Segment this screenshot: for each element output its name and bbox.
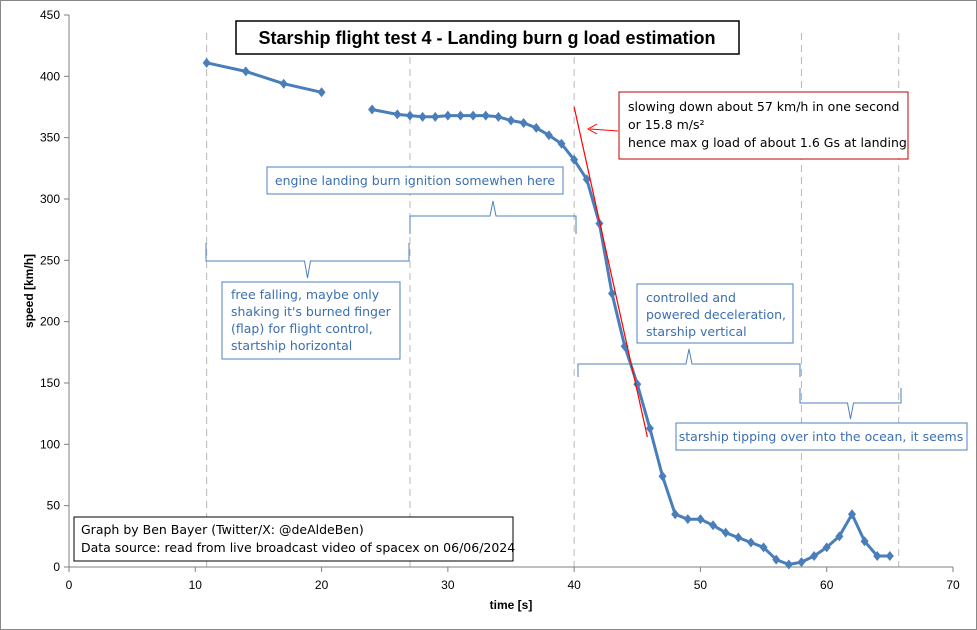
x-tick-label: 60 (820, 578, 834, 592)
data-point (241, 66, 250, 77)
x-tick-label: 50 (694, 578, 708, 592)
data-point (443, 110, 452, 121)
series-line (205, 61, 324, 94)
data-point (734, 532, 743, 543)
text-boxes: Starship flight test 4 - Landing burn g … (73, 20, 968, 562)
x-tick-label: 70 (946, 578, 960, 592)
free-fall-text: (flap) for flight control, (231, 321, 373, 336)
credits-text: Data source: read from live broadcast vi… (81, 540, 515, 555)
controlled-text: starship vertical (646, 324, 747, 339)
x-tick-label: 20 (315, 578, 329, 592)
data-point (683, 514, 692, 525)
data-point (557, 138, 566, 149)
series (202, 57, 894, 570)
estimate-line (573, 106, 648, 438)
data-point (721, 527, 730, 538)
data-point (746, 537, 755, 548)
data-point (873, 550, 882, 561)
controlled-text: powered deceleration, (646, 307, 786, 322)
data-point (481, 110, 490, 121)
y-tick-label: 250 (40, 253, 60, 267)
data-point (671, 509, 680, 520)
data-point (885, 550, 894, 561)
y-tick-label: 150 (40, 376, 60, 390)
data-point (709, 520, 718, 531)
credits-box (73, 516, 514, 562)
y-tick-label: 400 (40, 69, 60, 83)
data-point (405, 110, 414, 121)
data-point (507, 115, 515, 126)
callout-arrow-head (586, 123, 598, 135)
data-point (645, 423, 654, 434)
controlled-text: controlled and (646, 290, 736, 305)
data-point (393, 109, 402, 120)
data-point (860, 536, 869, 547)
x-axis-title: time [s] (490, 598, 533, 612)
data-point (494, 111, 503, 122)
brace-ignition (409, 200, 577, 234)
y-tick-label: 300 (40, 192, 60, 206)
data-point (570, 154, 579, 165)
y-tick-label: 50 (47, 499, 61, 513)
data-point (784, 559, 793, 570)
data-point (810, 550, 819, 561)
callout-box (618, 91, 909, 160)
data-point (519, 117, 528, 128)
data-point (544, 130, 553, 141)
y-axis-title: speed [km/h] (22, 254, 36, 328)
callout-arrow-line (589, 128, 619, 132)
axes: 0 50 100 150 200 250 300 350 400 450 0 10 20 30 40 50 60… (22, 8, 960, 612)
data-point (368, 104, 377, 115)
brace-free-fall (205, 243, 410, 279)
data-point (456, 110, 465, 121)
data-point (759, 542, 768, 553)
ignition-box (266, 166, 564, 195)
data-point (418, 111, 427, 122)
data-point (532, 122, 541, 133)
free-fall-text: shaking it's burned finger (231, 304, 392, 319)
free-fall-text: startship horizontal (231, 338, 352, 353)
data-point (431, 111, 440, 122)
brace-tipping (799, 388, 902, 420)
y-tick-label: 450 (40, 8, 60, 22)
y-tick-label: 200 (40, 315, 60, 329)
callout-text: hence max g load of about 1.6 Gs at land… (628, 135, 907, 150)
callout-text: slowing down about 57 km/h in one second (628, 99, 899, 114)
credits-text: Graph by Ben Bayer (Twitter/X: @deAldeBe… (81, 522, 364, 537)
data-point (772, 554, 781, 565)
data-point (822, 542, 831, 553)
chart-title: Starship flight test 4 - Landing burn g … (258, 28, 715, 48)
controlled-box (636, 283, 794, 344)
tipping-box (675, 422, 968, 451)
tipping-text: starship tipping over into the ocean, it… (679, 429, 964, 444)
data-point (469, 110, 478, 121)
y-tick-label: 0 (53, 560, 60, 574)
data-point (608, 288, 617, 299)
data-point (317, 87, 326, 98)
y-tick-label: 100 (40, 437, 60, 451)
x-tick-label: 40 (567, 578, 581, 592)
data-point (202, 57, 211, 68)
title-box (235, 20, 740, 55)
free-fall-text: free falling, maybe only (231, 287, 380, 302)
data-point (847, 509, 856, 520)
data-point (835, 531, 844, 542)
data-point (797, 557, 806, 568)
data-point (582, 174, 591, 185)
x-tick-label: 0 (66, 578, 73, 592)
ignition-text: engine landing burn ignition somewhen he… (275, 173, 556, 188)
x-tick-label: 10 (189, 578, 203, 592)
free-fall-box (221, 281, 401, 360)
y-tick-label: 350 (40, 131, 60, 145)
brace-controlled (577, 348, 801, 377)
x-tick-label: 30 (441, 578, 455, 592)
annotations (205, 123, 902, 420)
data-point (696, 514, 705, 525)
data-point (658, 471, 667, 482)
data-point (279, 78, 288, 89)
callout-text: or 15.8 m/s² (628, 117, 704, 132)
